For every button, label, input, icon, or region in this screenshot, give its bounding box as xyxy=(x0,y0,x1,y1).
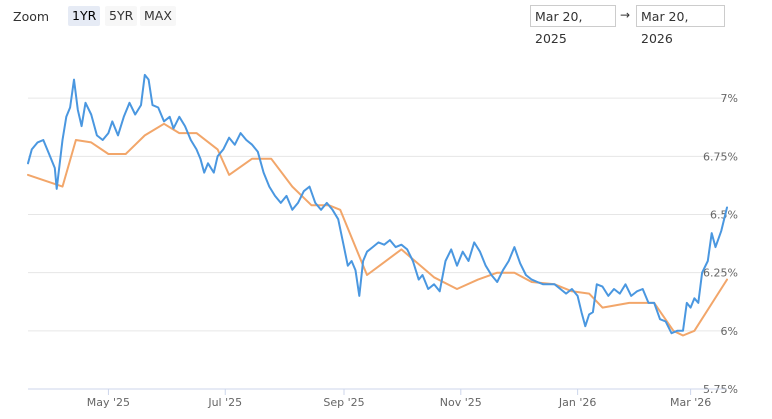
x-tick-label: Mar '26 xyxy=(670,396,711,409)
x-tick-label: Jul '25 xyxy=(207,396,242,409)
date-to-input[interactable]: Mar 20, 2026 xyxy=(636,5,725,46)
series-lines[interactable] xyxy=(27,73,728,337)
date-separator: → xyxy=(620,8,631,22)
y-tick-label: 6% xyxy=(721,325,738,338)
x-tick-label: Jan '26 xyxy=(558,396,596,409)
y-tick-label: 6.5% xyxy=(710,209,738,222)
x-tick-label: May '25 xyxy=(87,396,130,409)
x-tick-label: Sep '25 xyxy=(323,396,364,409)
y-tick-label: 6.75% xyxy=(703,150,738,163)
zoom-5yr-button[interactable]: 5YR xyxy=(105,6,138,26)
zoom-1yr-button[interactable]: 1YR xyxy=(68,6,101,26)
x-tick-label: Nov '25 xyxy=(440,396,482,409)
y-axis-ticks: 5.75%6%6.25%6.5%6.75%7% xyxy=(703,92,738,396)
zoom-max-button[interactable]: MAX xyxy=(140,6,176,26)
daily-rate-line[interactable] xyxy=(27,73,728,335)
y-tick-label: 7% xyxy=(721,92,738,105)
date-from-input[interactable]: Mar 20, 2025 xyxy=(530,5,616,46)
weekly-rate-line[interactable] xyxy=(27,122,728,337)
range-toolbar: Zoom 1YR 5YR MAX Mar 20, 2025 → Mar 20, … xyxy=(0,0,772,46)
zoom-label: Zoom xyxy=(13,9,50,24)
x-axis: May '25 Jul '25 Sep '25 Nov '25 Jan '26 Mar '… xyxy=(28,388,727,409)
y-tick-label: 6.25% xyxy=(703,267,738,280)
